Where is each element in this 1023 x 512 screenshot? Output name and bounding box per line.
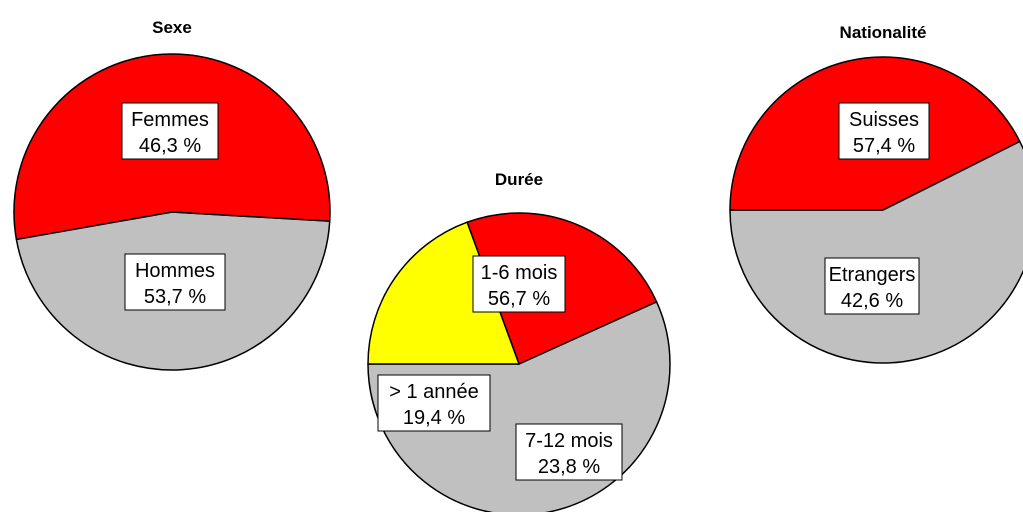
data-label-box [838,102,930,160]
data-label-7-12-mois: 7-12 mois 23,8 % [515,423,623,481]
slice-label-name: Etrangers [829,264,916,286]
data-label-1-6-mois: 1-6 mois 56,7 % [472,255,566,313]
slice-label-name: Suisses [849,109,919,131]
data-label-box [124,253,226,311]
chart-title-sexe: Sexe [152,18,192,37]
pie-chart-sexe: Sexe Femmes 46,3 % Hommes 53,7 % [13,18,331,371]
data-label-box [824,257,920,315]
data-label-femmes: Femmes 46,3 % [121,102,219,160]
data-label-box [377,374,491,432]
slice-label-name: 1-6 mois [481,262,558,284]
slice-label-name: > 1 année [389,381,479,403]
data-label-box [472,255,566,313]
pie-slices-sexe [13,53,331,371]
pie-chart-duree: Durée 1-6 mois 56,7 % 7-12 mois 23,8 % > 1 a… [367,170,671,512]
slice-label-value: 56,7 % [488,288,550,310]
slice-label-value: 23,8 % [538,456,600,478]
slice-label-name: Femmes [131,109,209,131]
data-label-box [121,102,219,160]
pie-slice-1-annee [367,221,520,365]
chart-title-duree: Durée [495,170,543,189]
pie-labels-duree: 1-6 mois 56,7 % 7-12 mois 23,8 % > 1 année 19… [377,255,623,481]
pie-labels-sexe: Femmes 46,3 % Hommes 53,7 % [121,102,226,311]
data-label-box [515,423,623,481]
chart-title-nationalite: Nationalité [840,23,927,42]
slice-label-name: Hommes [135,260,215,282]
data-label-hommes: Hommes 53,7 % [124,253,226,311]
slice-label-name: 7-12 mois [525,430,613,452]
slice-label-value: 42,6 % [841,290,903,312]
pie-chart-nationalite: Nationalité Suisses 57,4 % Etrangers 42,6 % [729,23,1023,364]
pie-slice-suisses [729,140,1023,364]
slice-label-value: 19,4 % [403,407,465,429]
slice-label-value: 53,7 % [144,286,206,308]
data-label-suisses: Suisses 57,4 % [838,102,930,160]
data-label-1-annee: > 1 année 19,4 % [377,374,491,432]
data-label-etrangers: Etrangers 42,6 % [824,257,920,315]
pie-labels-nationalite: Suisses 57,4 % Etrangers 42,6 % [824,102,930,315]
slice-label-value: 57,4 % [853,135,915,157]
slice-label-value: 46,3 % [139,135,201,157]
